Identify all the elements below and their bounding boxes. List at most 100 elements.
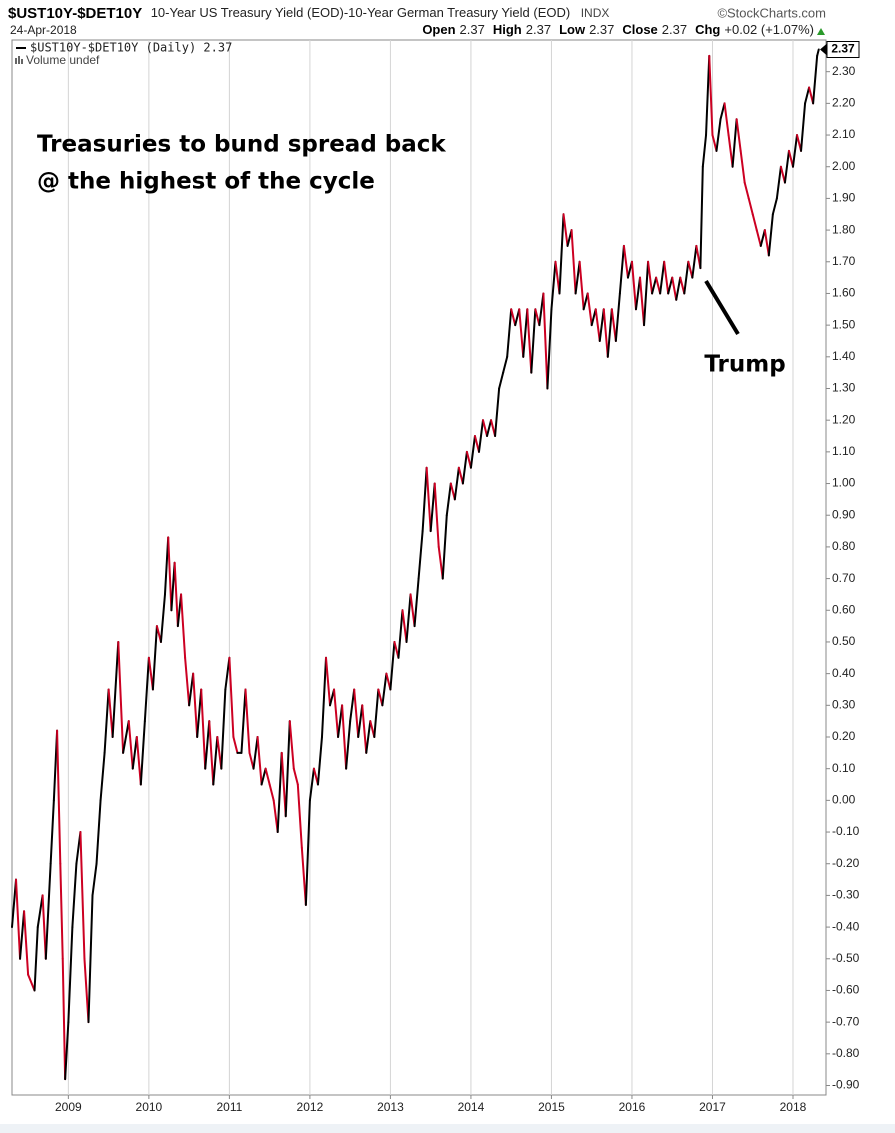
price-segment — [196, 688, 203, 738]
y-tick-label: 0.70 — [832, 571, 856, 585]
price-segment — [651, 276, 658, 295]
y-tick-label: 0.50 — [832, 634, 856, 648]
price-segment — [200, 688, 207, 770]
price-segment — [602, 308, 609, 358]
symbol: $UST10Y-$DET10Y — [8, 5, 142, 22]
price-segment — [409, 593, 416, 628]
price-segment — [268, 783, 275, 802]
quote-label: Close — [622, 22, 657, 37]
price-segment — [441, 514, 448, 580]
y-tick-label: -0.10 — [832, 824, 860, 838]
price-segment — [361, 704, 368, 754]
price-segment — [389, 640, 396, 691]
price-segment — [417, 530, 424, 580]
price-segment — [526, 308, 533, 374]
quote-value: 2.37 — [589, 22, 614, 37]
price-segment — [44, 862, 52, 960]
price-segment — [482, 419, 489, 438]
price-segment — [71, 862, 78, 929]
price-segment — [816, 48, 820, 57]
price-segment — [357, 704, 364, 738]
price-segment — [437, 545, 444, 580]
price-segment — [139, 720, 146, 786]
x-tick-label: 2018 — [780, 1100, 807, 1114]
price-segment — [767, 213, 774, 257]
price-segment — [337, 704, 344, 738]
x-tick-label: 2012 — [297, 1100, 324, 1114]
price-segment — [421, 466, 428, 533]
price-segment — [800, 102, 807, 152]
y-tick-label: 1.30 — [832, 381, 856, 395]
y-tick-label: -0.30 — [832, 888, 860, 902]
price-segment — [284, 720, 291, 818]
y-tick-label: -0.40 — [832, 919, 860, 933]
y-tick-label: -0.70 — [832, 1014, 860, 1028]
price-segment — [639, 276, 646, 327]
price-segment — [353, 688, 360, 738]
price-segment — [663, 260, 670, 295]
price-segment — [41, 894, 47, 960]
price-segment — [502, 355, 509, 374]
price-segment — [659, 260, 666, 295]
price-segment — [397, 609, 404, 659]
price-segment — [304, 799, 311, 906]
up-arrow — [817, 28, 825, 35]
price-segment — [683, 260, 690, 295]
price-segment — [184, 656, 191, 707]
quote-label: Chg — [695, 22, 720, 37]
price-segment — [192, 672, 199, 738]
price-segment — [401, 609, 408, 643]
price-segment — [622, 244, 629, 279]
price-segment — [64, 1021, 70, 1081]
price-segment — [79, 831, 86, 960]
y-tick-label: 1.90 — [832, 191, 856, 205]
quote-value: 2.37 — [526, 22, 551, 37]
price-segment — [151, 625, 158, 691]
price-segment — [131, 735, 138, 770]
price-segment — [804, 86, 811, 105]
price-segment — [723, 102, 730, 137]
price-segment — [759, 229, 766, 247]
y-tick-label: 2.00 — [832, 159, 856, 173]
y-tick-label: 1.40 — [832, 349, 856, 363]
price-segment — [739, 149, 746, 184]
price-segment — [345, 720, 352, 770]
legend-entry: $UST10Y-$DET10Y (Daily) 2.37 — [30, 41, 232, 55]
price-segment — [708, 54, 714, 137]
price-segment — [558, 213, 565, 295]
price-segment — [308, 767, 315, 802]
y-tick-label: 0.10 — [832, 761, 856, 775]
plot-frame — [11, 39, 827, 1096]
price-segment — [135, 735, 142, 786]
x-tick-label: 2017 — [699, 1100, 726, 1114]
price-segment — [292, 767, 299, 786]
quote-value: 2.37 — [662, 22, 687, 37]
y-tick-label: 0.00 — [832, 793, 856, 807]
price-segment — [530, 308, 537, 374]
price-segment — [333, 688, 340, 738]
price-segment — [791, 134, 799, 168]
price-segment — [27, 973, 36, 992]
quote-label: High — [493, 22, 522, 37]
price-segment — [783, 149, 790, 184]
price-segment — [630, 260, 637, 311]
price-segment — [167, 536, 173, 612]
price-segment — [143, 656, 150, 723]
price-segment — [111, 640, 120, 738]
price-segment — [56, 729, 62, 865]
price-segment — [212, 735, 219, 786]
price-segment — [349, 688, 356, 723]
price-segment — [122, 720, 130, 754]
price-segment — [506, 308, 513, 358]
y-tick-label: 1.00 — [832, 476, 856, 490]
price-segment — [23, 910, 30, 976]
price-segment — [365, 720, 372, 754]
price-segment — [67, 926, 74, 1024]
price-segment — [228, 656, 235, 738]
price-segment — [11, 878, 18, 929]
price-segment — [173, 561, 179, 628]
price-segment — [117, 640, 125, 754]
y-tick-label: 0.80 — [832, 539, 856, 553]
price-segment — [701, 134, 708, 168]
